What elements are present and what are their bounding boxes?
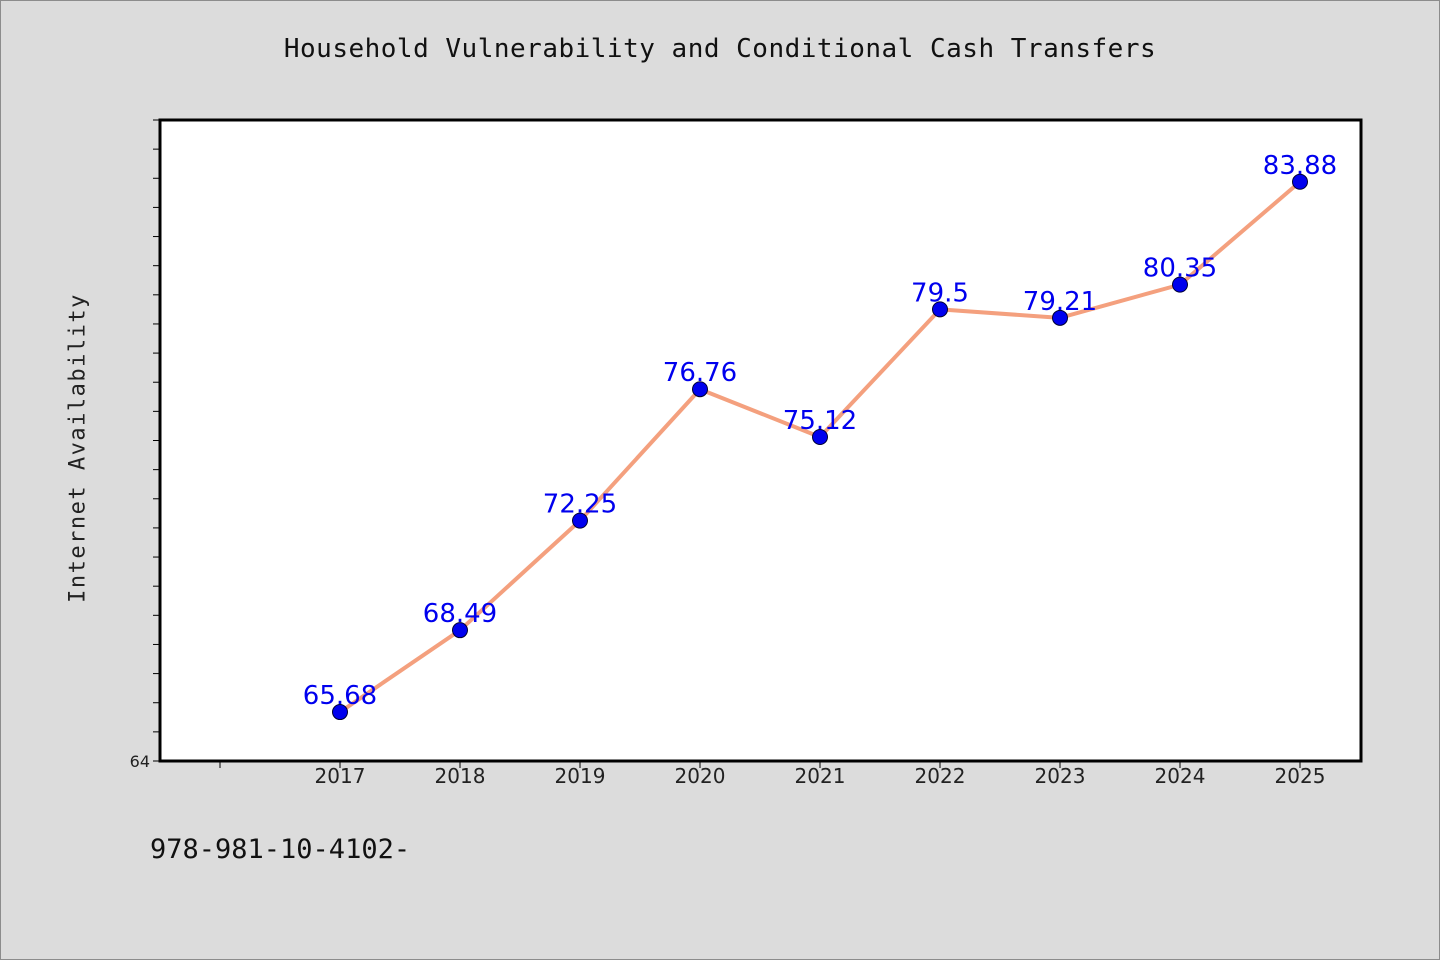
chart-title: Household Vulnerability and Conditional … [283,34,1157,64]
data-label-layer: 65.68 68.49 72.25 76.76 75.12 79.5 79.21 80.35 8… [303,151,1337,711]
x-tick-label: 2025 [1275,764,1326,788]
x-tick-label: 2018 [435,764,486,788]
data-point-marker [932,301,948,318]
data-label: 76.76 [663,358,737,388]
data-point-marker [812,429,828,446]
marker-layer [332,173,1308,721]
data-point-marker [1172,276,1188,293]
data-point-marker [692,381,708,398]
x-tick-label: 2019 [555,764,606,788]
x-tick-label: 2023 [1035,764,1086,788]
plot-border [158,118,1363,763]
data-label: 79.21 [1023,287,1097,317]
x-tick-label: 2021 [795,764,846,788]
x-tick-label: 2022 [915,764,966,788]
x-tick-label: 2024 [1155,764,1206,788]
y-tick-label: 64 [130,752,150,771]
footnote-text: 978-981-10-4102- [150,834,411,865]
data-point-marker [572,512,588,529]
data-point-marker [332,704,348,721]
data-point-marker [1292,173,1308,190]
x-tick-label: 2017 [315,764,366,788]
x-tick-label: 2020 [675,764,726,788]
data-label: 79.5 [911,278,969,308]
data-label: 80.35 [1143,254,1217,284]
data-point-marker [452,622,468,639]
plot-area [160,120,1361,761]
data-label: 72.25 [543,490,617,520]
data-label: 83.88 [1263,151,1337,181]
data-label: 75.12 [783,406,857,436]
data-point-marker [1052,309,1068,326]
axis-ticks: 2017 2018 2019 2020 2021 2022 2023 2024 2025 64 [130,119,1326,788]
data-label: 65.68 [303,681,377,711]
data-label: 68.49 [423,599,497,629]
